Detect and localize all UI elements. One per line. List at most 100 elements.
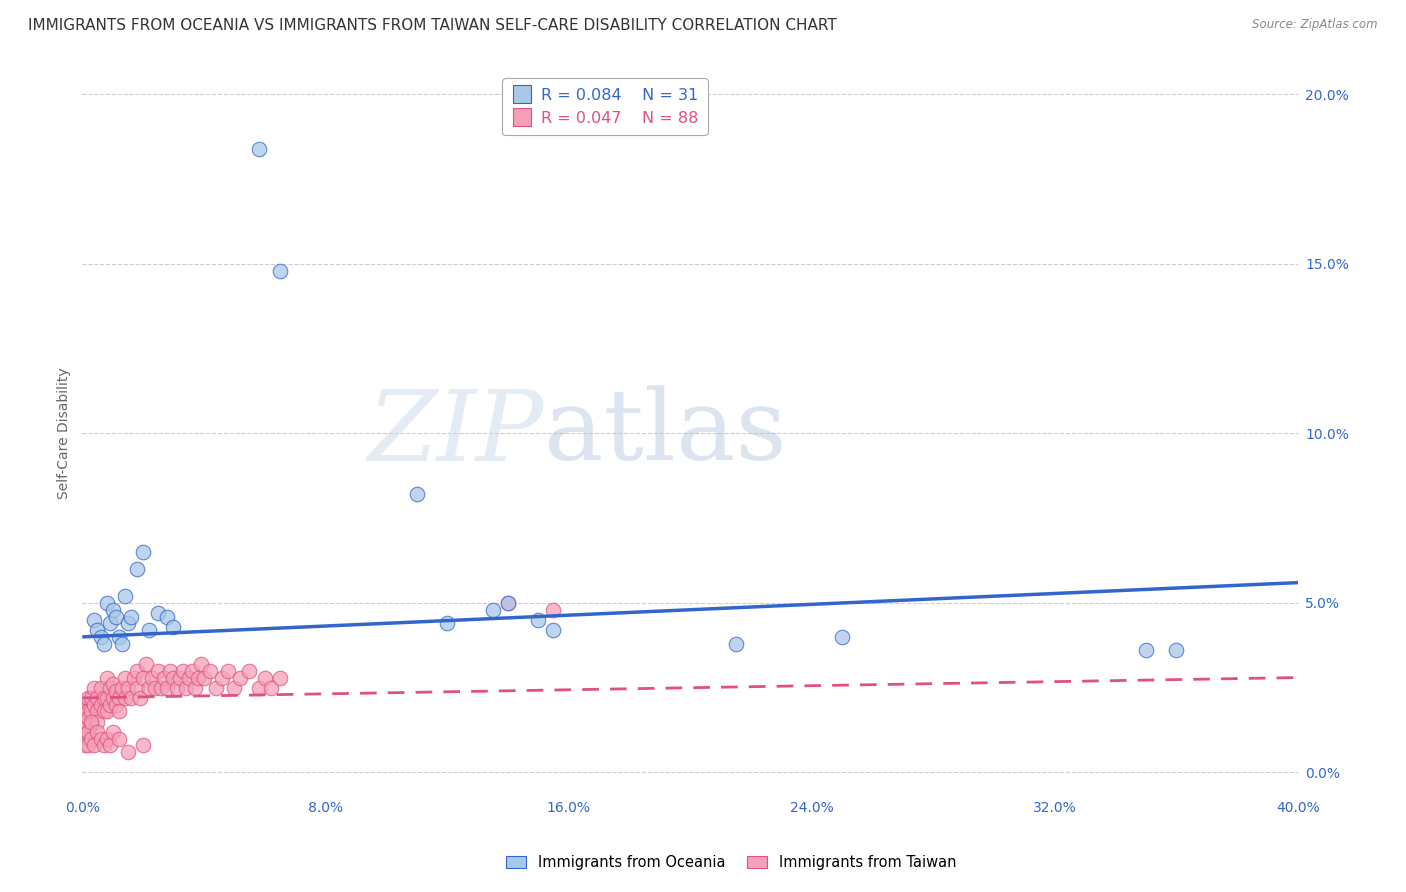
Point: [153, 671, 176, 685]
Point: [101, 677, 124, 691]
Point: [527, 613, 550, 627]
Point: [156, 681, 179, 695]
Point: [129, 690, 152, 705]
Text: Source: ZipAtlas.com: Source: ZipAtlas.com: [1253, 18, 1378, 31]
Point: [93, 739, 115, 753]
Point: [253, 671, 276, 685]
Point: [83, 698, 105, 712]
Point: [96, 731, 118, 746]
Point: [98, 616, 121, 631]
Point: [132, 739, 155, 753]
Point: [1166, 643, 1188, 657]
Point: [190, 657, 212, 671]
Point: [831, 630, 853, 644]
Point: [159, 664, 181, 678]
Point: [98, 739, 121, 753]
Point: [138, 681, 160, 695]
Point: [162, 620, 184, 634]
Point: [77, 711, 100, 725]
Point: [93, 637, 115, 651]
Point: [120, 690, 142, 705]
Point: [247, 681, 270, 695]
Point: [89, 681, 111, 695]
Point: [143, 681, 166, 695]
Point: [86, 724, 108, 739]
Point: [80, 714, 103, 729]
Point: [80, 690, 103, 705]
Point: [117, 745, 139, 759]
Point: [104, 684, 127, 698]
Point: [162, 671, 184, 685]
Point: [496, 596, 519, 610]
Point: [138, 623, 160, 637]
Point: [104, 698, 127, 712]
Point: [75, 731, 97, 746]
Text: atlas: atlas: [544, 385, 787, 482]
Point: [83, 681, 105, 695]
Point: [481, 603, 503, 617]
Legend: R = 0.084    N = 31, R = 0.047    N = 88: R = 0.084 N = 31, R = 0.047 N = 88: [502, 78, 707, 136]
Point: [132, 545, 155, 559]
Point: [75, 739, 97, 753]
Point: [98, 698, 121, 712]
Text: ZIP: ZIP: [368, 386, 544, 481]
Point: [125, 664, 148, 678]
Point: [211, 671, 233, 685]
Point: [107, 731, 129, 746]
Point: [96, 705, 118, 719]
Point: [229, 671, 252, 685]
Point: [150, 681, 173, 695]
Point: [169, 671, 191, 685]
Point: [174, 681, 197, 695]
Point: [269, 671, 291, 685]
Point: [80, 705, 103, 719]
Point: [107, 630, 129, 644]
Point: [260, 681, 283, 695]
Point: [405, 487, 427, 501]
Point: [269, 263, 291, 277]
Point: [224, 681, 246, 695]
Point: [86, 623, 108, 637]
Point: [77, 724, 100, 739]
Point: [122, 671, 145, 685]
Point: [198, 664, 221, 678]
Point: [117, 681, 139, 695]
Point: [172, 664, 194, 678]
Point: [496, 596, 519, 610]
Point: [96, 671, 118, 685]
Point: [75, 714, 97, 729]
Point: [148, 606, 170, 620]
Point: [77, 705, 100, 719]
Text: IMMIGRANTS FROM OCEANIA VS IMMIGRANTS FROM TAIWAN SELF-CARE DISABILITY CORRELATI: IMMIGRANTS FROM OCEANIA VS IMMIGRANTS FR…: [28, 18, 837, 33]
Point: [93, 705, 115, 719]
Point: [141, 671, 163, 685]
Point: [120, 609, 142, 624]
Point: [75, 698, 97, 712]
Point: [543, 603, 565, 617]
Point: [111, 681, 134, 695]
Point: [114, 690, 136, 705]
Point: [156, 609, 179, 624]
Point: [83, 613, 105, 627]
Point: [101, 724, 124, 739]
Point: [543, 623, 565, 637]
Legend: Immigrants from Oceania, Immigrants from Taiwan: Immigrants from Oceania, Immigrants from…: [499, 849, 963, 876]
Point: [96, 690, 118, 705]
Point: [205, 681, 228, 695]
Point: [184, 681, 207, 695]
Point: [125, 681, 148, 695]
Point: [89, 698, 111, 712]
Point: [148, 664, 170, 678]
Point: [724, 637, 747, 651]
Point: [166, 681, 188, 695]
Point: [107, 705, 129, 719]
Point: [89, 630, 111, 644]
Y-axis label: Self-Care Disability: Self-Care Disability: [58, 368, 72, 500]
Point: [114, 589, 136, 603]
Point: [80, 731, 103, 746]
Point: [101, 690, 124, 705]
Point: [101, 603, 124, 617]
Point: [80, 718, 103, 732]
Point: [436, 616, 458, 631]
Point: [104, 609, 127, 624]
